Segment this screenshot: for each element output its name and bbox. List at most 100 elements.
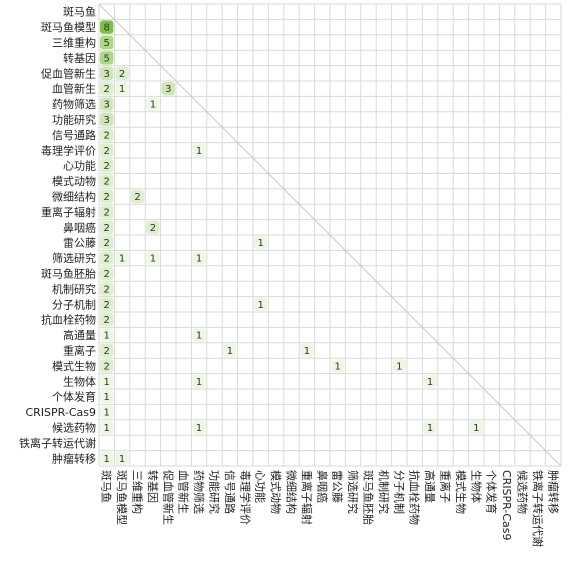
row-label: 血管新生 [52,82,96,96]
matrix-cell [115,66,129,80]
matrix-cell-value: 1 [196,331,202,342]
column-label: 雷公藤 [331,470,344,503]
row-label: 铁离子转运代谢 [19,436,96,450]
matrix-cell [100,82,114,96]
column-label: 毒理学评价 [238,470,252,525]
column-label: 信号通路 [223,470,236,514]
matrix-cell [100,390,114,404]
matrix-cell [100,51,114,65]
matrix-cell [100,420,114,435]
matrix-cell [100,174,114,188]
matrix-cell-value: 1 [104,331,110,342]
matrix-cell [423,420,437,435]
matrix-cell [100,251,114,265]
column-label: 抗血栓药物 [408,470,422,525]
matrix-cell-value: 2 [104,146,110,157]
matrix-cell-value: 1 [150,254,156,265]
matrix-cell [146,220,160,234]
row-label: 鼻咽癌 [63,220,96,234]
matrix-cell [146,97,160,111]
matrix-cell [423,374,437,388]
matrix-cell [100,297,114,311]
row-label: 高通量 [63,328,96,342]
matrix-cell [100,205,114,219]
matrix-cell-value: 2 [104,315,110,326]
matrix-cell-value: 2 [104,361,110,372]
matrix-cell [115,82,129,96]
column-label: 药物筛选 [192,470,206,514]
row-label: 三维重构 [52,36,96,50]
matrix-cell [100,451,114,465]
matrix-cell-value: 2 [104,300,110,311]
matrix-cell [100,20,114,34]
matrix-diagonal-line [98,3,562,467]
matrix-cell-value: 2 [104,254,110,265]
row-label: 模式生物 [52,359,96,373]
column-label: 生物体 [469,470,483,503]
column-label: 转基因 [146,470,160,503]
row-label: 候选药物 [52,421,96,435]
matrix-cell [392,359,406,373]
matrix-cell-value: 1 [196,377,202,388]
column-label: 模式生物 [454,470,468,514]
column-label: 斑马鱼胚胎 [362,470,376,525]
matrix-cell-value: 2 [150,223,156,234]
matrix-cell-value: 1 [196,146,202,157]
matrix-cell-value: 1 [427,423,433,434]
matrix-cell [100,343,114,358]
matrix-cell-value: 2 [104,161,110,172]
row-label: 抗血栓药物 [41,313,96,327]
matrix-cell-value: 1 [396,361,402,372]
column-label: 心功能 [254,470,268,503]
column-label: 机制研究 [377,470,391,514]
matrix-cell [161,82,175,96]
matrix-cell-value: 3 [104,69,110,80]
row-label: 重离子辐射 [41,205,96,219]
matrix-cell-value: 3 [165,84,171,95]
matrix-cell [254,236,268,250]
row-label: 重离子 [63,344,96,358]
column-label: CRISPR-Cas9 [500,470,513,541]
row-label: 促血管新生 [41,66,96,80]
matrix-cell [331,359,345,373]
matrix-cell-value: 2 [104,177,110,188]
matrix-cell [100,159,114,173]
matrix-cell-value: 1 [196,423,202,434]
matrix-cell-value: 1 [227,346,233,357]
matrix-cell [146,251,160,265]
row-label: 功能研究 [52,113,96,127]
column-label: 候选药物 [516,470,530,514]
matrix-cell-value: 5 [104,53,110,64]
matrix-cell-value: 1 [258,300,264,311]
matrix-cell-value: 2 [104,84,110,95]
matrix-cell [100,328,114,342]
column-label: 鼻咽癌 [315,470,329,503]
matrix-cell-value: 1 [119,254,125,265]
matrix-cell-value: 1 [104,377,110,388]
matrix-cell [100,266,114,281]
column-label: 肿瘤转移 [546,470,560,514]
matrix-cell-value: 2 [104,238,110,249]
matrix-cell-value: 2 [104,130,110,141]
matrix-cell [130,189,145,204]
matrix-cell-value: 3 [104,115,110,126]
matrix-cell-value: 2 [104,207,110,218]
column-label: 铁离子转运代谢 [531,470,545,547]
row-label: 药物筛选 [52,97,96,111]
matrix-cell-value: 1 [335,361,341,372]
matrix-cell [300,343,314,358]
matrix-cell-value: 1 [304,346,310,357]
row-label: 斑马鱼 [63,5,96,19]
matrix-cell [192,328,206,342]
matrix-cell [100,189,114,204]
matrix-cell-value: 1 [119,454,125,465]
column-label: 斑马鱼 [100,470,114,503]
row-label: 微细结构 [52,190,96,204]
matrix-cell [469,420,483,435]
row-label: 个体发育 [52,390,96,404]
row-labels: 斑马鱼斑马鱼模型三维重构转基因促血管新生血管新生药物筛选功能研究信号通路毒理学评… [19,5,96,466]
matrix-cell-value: 2 [104,223,110,234]
matrix-cell [100,236,114,250]
